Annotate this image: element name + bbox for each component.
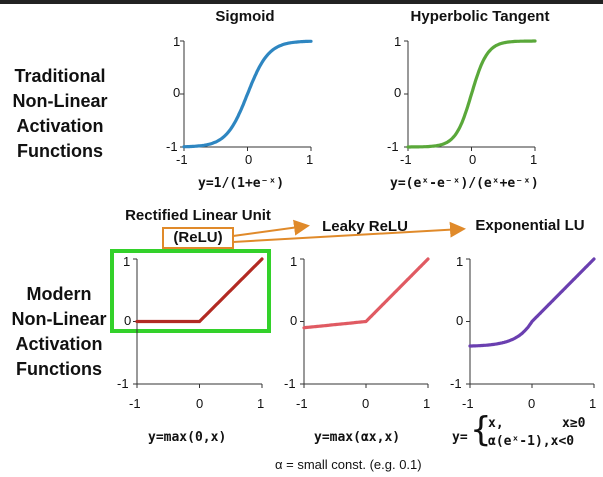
traditional-label-line: Non-Linear (12, 91, 108, 111)
tanh-title: Hyperbolic Tangent (410, 8, 550, 25)
sigmoid-curve (182, 39, 313, 149)
sigmoid-xtick: 1 (306, 152, 314, 167)
sigmoid-ytick: 0 (173, 85, 181, 100)
relu-highlight-box (110, 249, 271, 333)
sigmoid-formula: y=1/(1+e⁻ˣ) (198, 176, 285, 191)
relu-ytick: -1 (117, 376, 129, 391)
elu-formula-cond1: x≥0 (562, 416, 586, 431)
leaky-ytick: 1 (290, 254, 298, 269)
relu-xtick: -1 (129, 396, 141, 411)
relu-subtitle: (ReLU) (173, 229, 223, 246)
leaky-xtick: 0 (362, 396, 370, 411)
tanh-xtick: 0 (469, 152, 477, 167)
relu-curve (135, 257, 264, 324)
tanh-ytick: -1 (387, 139, 399, 154)
elu-ytick: 1 (456, 254, 464, 269)
elu-brace: { (470, 410, 492, 450)
alpha-note: α = small const. (e.g. 0.1) (275, 457, 422, 472)
elu-xtick: 0 (528, 396, 536, 411)
elu-xtick: -1 (462, 396, 474, 411)
elu-curve (468, 257, 596, 348)
arrow-to-leaky-relu (232, 219, 310, 237)
elu-ytick: -1 (450, 376, 462, 391)
traditional-label-line: Activation (16, 116, 104, 136)
relu-xtick: 0 (196, 396, 204, 411)
traditional-label: Traditional Non-Linear Activation Functi… (0, 64, 120, 164)
leaky-relu-title: Leaky ReLU (322, 218, 408, 235)
tanh-xtick: -1 (400, 152, 412, 167)
modern-label-line: Non-Linear (11, 309, 107, 329)
sigmoid-title: Sigmoid (215, 8, 275, 25)
modern-label-line: Activation (15, 334, 103, 354)
tanh-formula: y=(eˣ-e⁻ˣ)/(eˣ+e⁻ˣ) (390, 176, 539, 191)
modern-label-line: Functions (16, 359, 102, 379)
leaky-xtick: 1 (423, 396, 431, 411)
traditional-label-line: Functions (17, 141, 103, 161)
top-border (0, 0, 603, 4)
tanh-xtick: 1 (530, 152, 538, 167)
leaky-relu-curve (302, 257, 430, 330)
relu-title-box (162, 227, 234, 249)
sigmoid-ytick: 1 (173, 34, 181, 49)
traditional-label-line: Traditional (14, 66, 106, 86)
elu-title: Exponential LU (475, 217, 585, 234)
relu-xtick: 1 (257, 396, 265, 411)
leaky-relu-formula: y=max(αx,x) (314, 430, 401, 445)
sigmoid-ytick: -1 (166, 139, 178, 154)
relu-formula: y=max(0,x) (148, 430, 227, 445)
arrow-to-elu (232, 221, 466, 243)
relu-ytick: 1 (123, 254, 131, 269)
relu-ytick: 0 (124, 313, 132, 328)
tanh-curve (406, 39, 537, 149)
sigmoid-xtick: 0 (245, 152, 253, 167)
tanh-ytick: 0 (394, 85, 402, 100)
leaky-xtick: -1 (296, 396, 308, 411)
leaky-ytick: 0 (290, 313, 298, 328)
relu-title: Rectified Linear Unit (125, 207, 271, 224)
modern-label: Modern Non-Linear Activation Functions (0, 282, 118, 382)
elu-formula-case1: x, (488, 416, 504, 431)
elu-formula-prefix: y= (452, 430, 468, 445)
leaky-ytick: -1 (284, 376, 296, 391)
sigmoid-xtick: -1 (176, 152, 188, 167)
elu-formula-case2: α(eˣ-1),x<0 (488, 434, 575, 449)
elu-ytick: 0 (456, 313, 464, 328)
elu-xtick: 1 (589, 396, 597, 411)
tanh-ytick: 1 (394, 34, 402, 49)
modern-label-line: Modern (26, 284, 92, 304)
